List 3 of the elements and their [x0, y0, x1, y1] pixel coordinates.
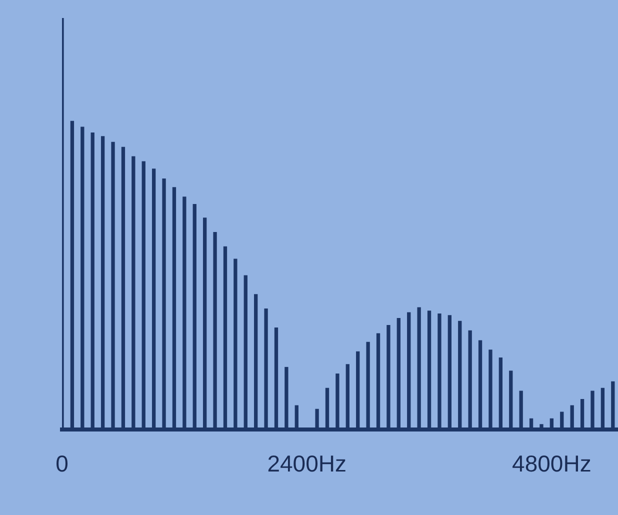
x-tick-label: 4800Hz — [512, 450, 592, 477]
x-tick-label: 2400Hz — [267, 450, 346, 477]
x-tick-label: 0 — [56, 450, 68, 477]
